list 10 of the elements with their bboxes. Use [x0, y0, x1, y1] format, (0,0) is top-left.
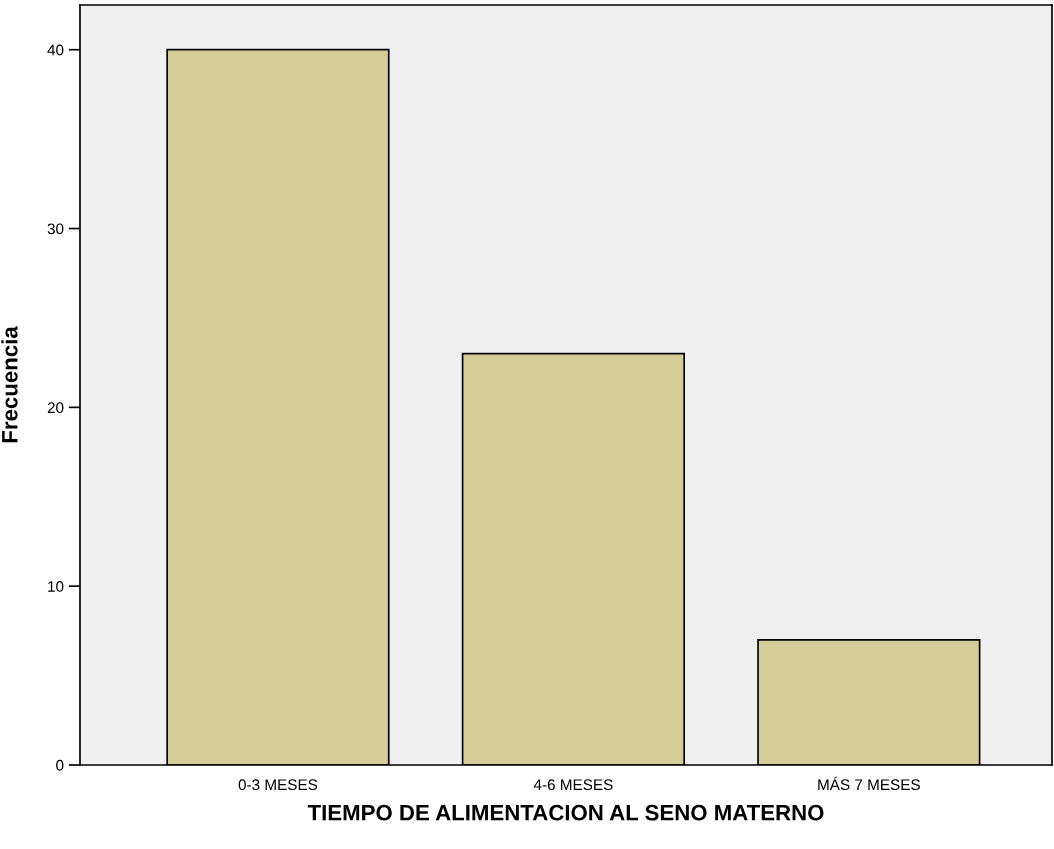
x-axis-title: TIEMPO DE ALIMENTACION AL SENO MATERNO [307, 804, 824, 821]
x-tick-label: 4-6 MESES [533, 779, 613, 791]
y-tick-label: 10 [48, 581, 64, 592]
y-tick-label: 0 [56, 759, 64, 771]
x-tick-label: MÁS 7 MESES [818, 776, 920, 791]
y-axis-title: Frecuencia [1, 326, 18, 443]
x-tick-label: 0-3 MESES [238, 779, 318, 791]
y-tick-label: 20 [47, 402, 64, 414]
y-tick-label: 30 [47, 223, 64, 235]
y-tick-label: 40 [47, 44, 64, 56]
